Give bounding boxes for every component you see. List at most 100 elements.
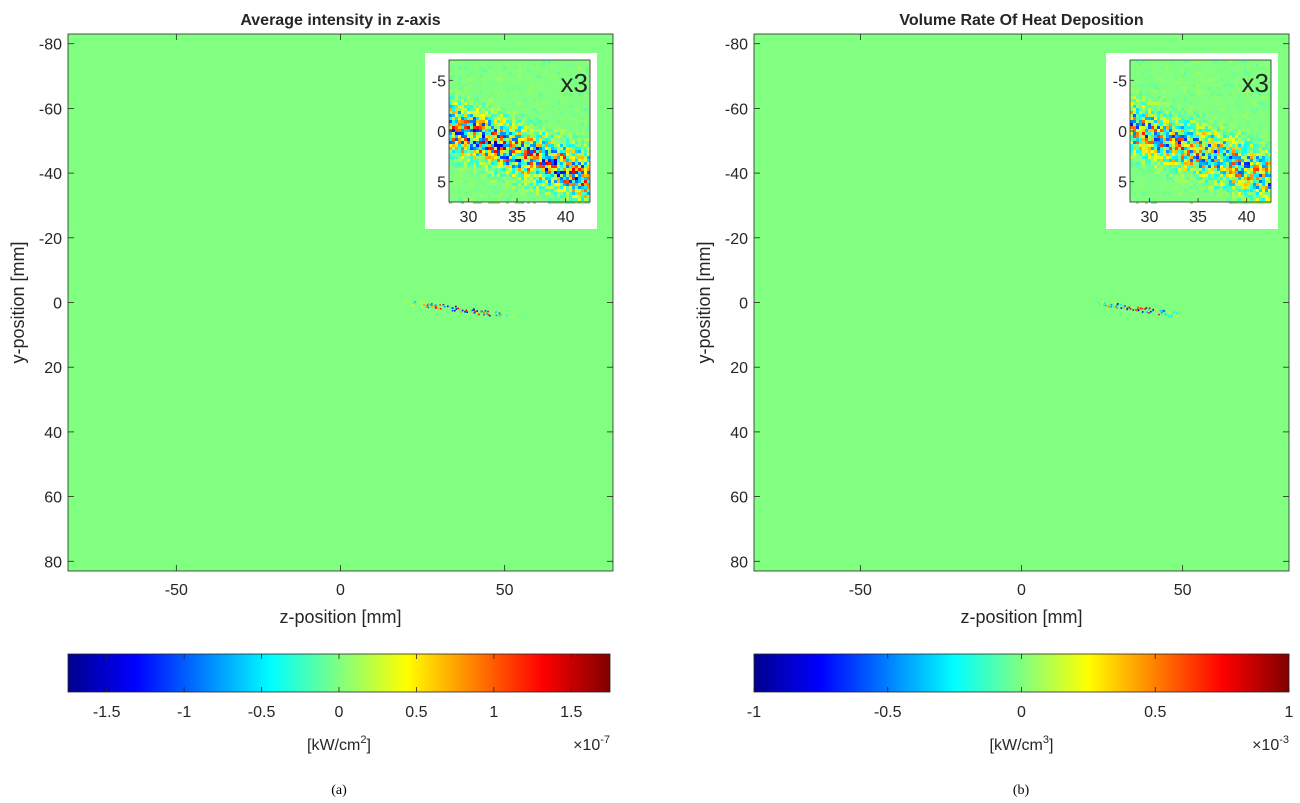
inset-cell [1145,192,1148,195]
inset-cell [551,63,554,66]
heatmap-cell [430,304,432,306]
inset-cell [1154,108,1157,111]
inset-cell [1136,138,1139,141]
inset-cell [524,144,527,147]
inset-cell [1163,111,1166,114]
inset-cell [497,198,500,201]
inset-cell [1241,192,1244,195]
inset-cell [491,120,494,123]
inset-cell [1184,180,1187,183]
inset-cell [1187,111,1190,114]
inset-cell [566,192,569,195]
inset-cell [1265,138,1268,141]
inset-cell [494,132,497,135]
inset-cell [521,180,524,183]
inset-cell [1157,105,1160,108]
inset-cell [581,183,584,186]
inset-cell [1166,126,1169,129]
inset-cell [563,150,566,153]
inset-cell [572,150,575,153]
inset-cell [1184,195,1187,198]
inset-cell [548,60,551,63]
inset-cell [1250,156,1253,159]
inset-y-tick-label: -5 [432,73,446,90]
inset-cell [1175,168,1178,171]
inset-cell [1154,174,1157,177]
inset-cell [509,156,512,159]
inset-cell [1163,159,1166,162]
inset-cell [518,180,521,183]
inset-cell [509,159,512,162]
inset-cell [1160,156,1163,159]
inset-cell [458,165,461,168]
inset-cell [1157,126,1160,129]
inset-cell [1184,141,1187,144]
inset-cell [488,183,491,186]
heatmap-cell [1137,308,1139,311]
inset-cell [575,174,578,177]
inset-cell [1130,114,1133,117]
inset-cell [527,186,530,189]
inset-cell [1247,144,1250,147]
inset-cell [524,186,527,189]
inset-cell [1184,120,1187,123]
inset-cell [491,150,494,153]
inset-cell [530,93,533,96]
inset-cell [539,198,542,201]
inset-cell [1169,108,1172,111]
inset-cell [1187,123,1190,126]
inset-cell [563,195,566,198]
inset-cell [554,144,557,147]
inset-cell [542,171,545,174]
inset-cell [527,138,530,141]
inset-cell [557,138,560,141]
inset-cell [1160,174,1163,177]
inset-cell [1229,129,1232,132]
inset-cell [464,162,467,165]
inset-cell [470,153,473,156]
inset-cell [1130,111,1133,114]
inset-cell [470,105,473,108]
inset-cell [1226,150,1229,153]
inset-cell [554,129,557,132]
inset-cell [536,150,539,153]
heatmap-cell [466,311,469,313]
inset-cell [1157,150,1160,153]
inset-cell [1166,111,1169,114]
inset-cell [1208,153,1211,156]
inset-cell [1193,186,1196,189]
inset-cell [518,168,521,171]
inset-cell [1193,159,1196,162]
inset-cell [1172,171,1175,174]
inset-cell [1178,156,1181,159]
inset-cell [521,132,524,135]
inset-cell [1238,135,1241,138]
inset-cell [1256,63,1259,66]
inset-cell [452,135,455,138]
colorbar-unit-sup: 3 [1043,734,1049,746]
inset-cell [539,186,542,189]
inset-cell [1166,147,1169,150]
inset-cell [479,195,482,198]
inset-cell [1217,60,1220,63]
inset-cell [461,168,464,171]
heatmap-cell [1094,300,1097,303]
inset-cell [533,180,536,183]
inset-cell [1226,177,1229,180]
inset-cell [1166,177,1169,180]
inset-cell [467,150,470,153]
inset-cell [1232,159,1235,162]
inset-cell [518,129,521,132]
inset-cell [1265,165,1268,168]
inset-cell [1172,69,1175,72]
inset-cell [479,171,482,174]
inset-cell [518,78,521,81]
heatmap-cell [1120,307,1123,309]
inset-cell [515,114,518,117]
inset-cell [572,198,575,201]
inset-cell [563,174,566,177]
inset-cell [1256,159,1259,162]
inset-cell [1154,105,1157,108]
inset-cell [1265,144,1268,147]
inset-cell [545,180,548,183]
